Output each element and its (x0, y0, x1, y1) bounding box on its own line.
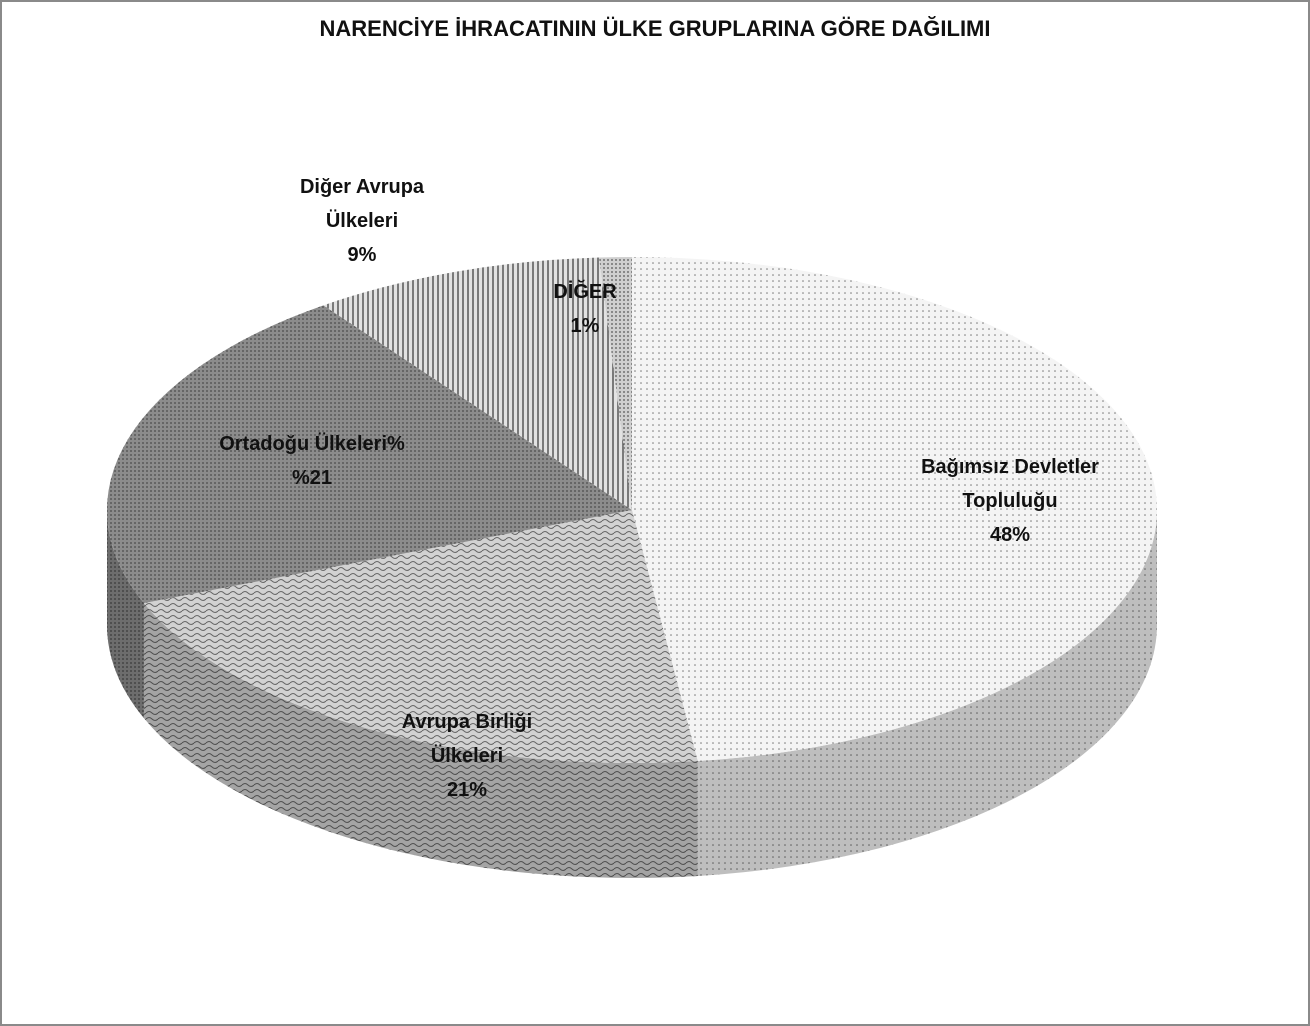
pie-slice-pattern (323, 257, 632, 510)
data-label-value: 21% (446, 779, 488, 801)
pie-side-shade (143, 603, 698, 878)
chart-title: NARENCİYE İHRACATININ ÜLKE GRUPLARINA GÖ… (319, 16, 991, 41)
pie-side-shade (697, 510, 1157, 877)
data-label-category: Diğer Avrupa Ülkeleri (299, 176, 425, 232)
data-label-value: %21 (291, 467, 333, 489)
pie-slice-pattern (143, 510, 698, 763)
data-label-category: Avrupa Birliği Ülkeleri (401, 711, 533, 767)
data-label-value: 1% (570, 315, 600, 337)
data-label-category: Bağımsız Devletler Topluluğu (921, 456, 1099, 512)
pie-side-pattern (697, 510, 1157, 877)
data-label-value: 48% (989, 524, 1031, 546)
data-label-category: DİĞER (553, 281, 617, 303)
data-label-category: Ortadoğu Ülkeleri% (219, 433, 405, 455)
pie-side-pattern (107, 510, 144, 719)
pie-slice-pattern (632, 257, 1158, 762)
data-label-value: 9% (347, 244, 377, 266)
pie-slice-pattern (106, 305, 632, 604)
pie-slice-pattern (599, 257, 632, 510)
pie-side-shade (107, 510, 144, 719)
pie-side-pattern (143, 603, 698, 878)
